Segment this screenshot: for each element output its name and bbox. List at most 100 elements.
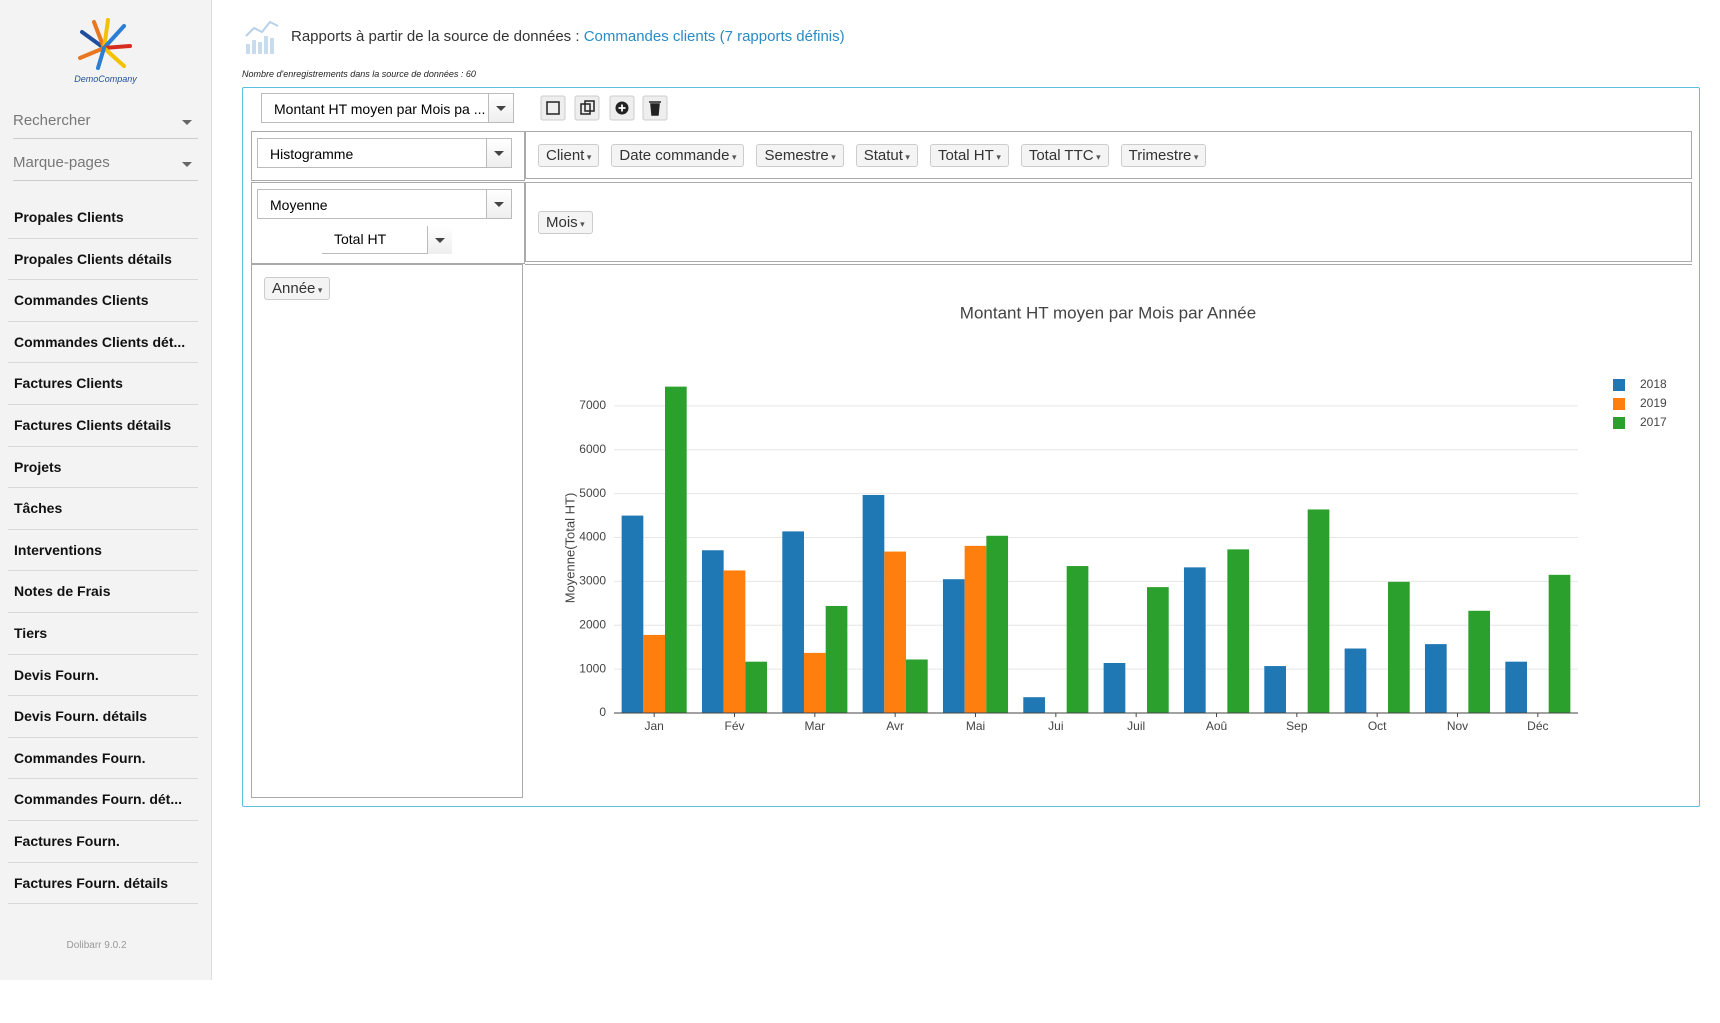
bar bbox=[1066, 566, 1089, 713]
bar bbox=[1388, 581, 1410, 713]
field-pill[interactable]: Trimestre bbox=[1120, 144, 1207, 167]
bookmarks-select[interactable]: Marque-pages bbox=[13, 154, 198, 181]
bar bbox=[942, 579, 965, 713]
bar bbox=[1307, 509, 1330, 713]
x-tick-label: Mai bbox=[966, 719, 985, 733]
y-tick-label: 2000 bbox=[579, 617, 606, 631]
legend-swatch bbox=[1613, 379, 1625, 391]
x-tick-label: Jan bbox=[644, 719, 663, 733]
menu-item[interactable]: Tiers bbox=[8, 613, 198, 655]
renderer-cell bbox=[251, 131, 525, 181]
menu-item[interactable]: Factures Clients bbox=[8, 363, 198, 405]
chart-cell bbox=[525, 264, 1692, 799]
menu-item[interactable]: Devis Fourn. bbox=[8, 655, 198, 697]
aggregator-select[interactable]: Moyenne bbox=[257, 189, 512, 219]
bar bbox=[723, 570, 746, 713]
bar bbox=[1103, 662, 1126, 713]
y-tick-label: 6000 bbox=[579, 442, 606, 456]
field-pill[interactable]: Client bbox=[538, 144, 600, 167]
field-pill[interactable]: Total TTC bbox=[1020, 144, 1109, 167]
bar bbox=[1548, 574, 1571, 713]
bar bbox=[906, 659, 928, 713]
unused-fields: Client Date commande Semestre Statut Total H… bbox=[525, 131, 1692, 179]
x-tick-label: Mar bbox=[804, 719, 825, 733]
bar bbox=[1468, 610, 1491, 713]
menu-item[interactable]: Tâches bbox=[8, 488, 198, 530]
field-pill[interactable]: Mois bbox=[538, 211, 593, 234]
search-select[interactable]: Rechercher bbox=[13, 112, 198, 139]
legend-swatch bbox=[1613, 417, 1625, 429]
bar bbox=[862, 494, 885, 713]
menu-item[interactable]: Factures Fourn. bbox=[8, 821, 198, 863]
chart: Montant HT moyen par Mois par Année Moye… bbox=[562, 303, 1667, 733]
bar bbox=[1023, 697, 1045, 713]
field-pill[interactable]: Semestre bbox=[756, 144, 844, 167]
bar bbox=[1505, 661, 1527, 713]
menu-item[interactable]: Commandes Fourn. bbox=[8, 738, 198, 780]
y-tick-label: 0 bbox=[599, 705, 606, 719]
report-panel bbox=[242, 87, 1700, 807]
legend-label: 2017 bbox=[1640, 415, 1667, 429]
menu-item[interactable]: Commandes Clients bbox=[8, 280, 198, 322]
menu-item[interactable]: Factures Clients détails bbox=[8, 405, 198, 447]
toolbar bbox=[540, 95, 668, 121]
company-name: DemoCompany bbox=[74, 74, 137, 84]
bar bbox=[621, 515, 644, 713]
menu: Propales Clients Propales Clients détails… bbox=[8, 197, 198, 905]
row-fields: Année bbox=[251, 264, 523, 798]
bar bbox=[1424, 644, 1447, 713]
delete-icon[interactable] bbox=[649, 101, 661, 116]
bar bbox=[665, 386, 687, 713]
legend-label: 2019 bbox=[1640, 396, 1667, 410]
chart-title: Montant HT moyen par Mois par Année bbox=[960, 303, 1256, 322]
menu-item[interactable]: Factures Fourn. détails bbox=[8, 863, 198, 905]
bar bbox=[1147, 587, 1169, 713]
x-tick-label: Sep bbox=[1286, 719, 1308, 733]
source-link[interactable]: Commandes clients (7 rapports définis) bbox=[583, 28, 845, 45]
version: Dolibarr 9.0.2 bbox=[66, 940, 127, 951]
bar bbox=[1183, 567, 1206, 713]
aggregator-field[interactable]: Total HT bbox=[322, 226, 452, 254]
bar bbox=[1227, 549, 1250, 713]
menu-item[interactable]: Commandes Clients dét... bbox=[8, 322, 198, 364]
bar bbox=[986, 535, 1009, 713]
report-select[interactable]: Montant HT moyen par Mois pa ... bbox=[261, 93, 514, 123]
menu-item[interactable]: Interventions bbox=[8, 530, 198, 572]
bar bbox=[745, 661, 768, 713]
menu-item[interactable]: Notes de Frais bbox=[8, 571, 198, 613]
menu-item[interactable]: Propales Clients détails bbox=[8, 239, 198, 281]
bar bbox=[643, 634, 666, 713]
logo bbox=[78, 18, 132, 70]
x-tick-label: Déc bbox=[1527, 719, 1548, 733]
renderer-select[interactable]: Histogramme bbox=[257, 138, 512, 168]
menu-item[interactable]: Propales Clients bbox=[8, 197, 198, 239]
field-pill[interactable]: Date commande bbox=[611, 144, 745, 167]
record-count: Nombre d'enregistrements dans la source … bbox=[242, 69, 476, 79]
sidebar: DemoCompany Rechercher Marque-pages Prop… bbox=[0, 0, 212, 980]
menu-item[interactable]: Devis Fourn. détails bbox=[8, 696, 198, 738]
bar bbox=[701, 550, 724, 713]
field-pill[interactable]: Statut bbox=[855, 144, 918, 167]
x-tick-label: Oct bbox=[1368, 719, 1387, 733]
x-tick-label: Aoû bbox=[1206, 719, 1227, 733]
y-axis-label: Moyenne(Total HT) bbox=[562, 493, 577, 604]
bar bbox=[1264, 666, 1286, 713]
report-icon bbox=[245, 20, 279, 54]
x-tick-label: Jui bbox=[1048, 719, 1063, 733]
bar bbox=[782, 531, 804, 713]
field-pill[interactable]: Total HT bbox=[929, 144, 1009, 167]
menu-item[interactable]: Commandes Fourn. dét... bbox=[8, 779, 198, 821]
save-icon[interactable] bbox=[546, 101, 560, 115]
field-pill[interactable]: Année bbox=[264, 277, 331, 300]
menu-item[interactable]: Projets bbox=[8, 447, 198, 489]
legend-label: 2018 bbox=[1640, 377, 1667, 391]
y-tick-label: 4000 bbox=[579, 530, 606, 544]
x-tick-label: Avr bbox=[886, 719, 904, 733]
legend-swatch bbox=[1613, 398, 1625, 410]
copy-icon[interactable] bbox=[580, 100, 595, 115]
y-tick-label: 7000 bbox=[579, 398, 606, 412]
bar bbox=[884, 551, 907, 713]
y-tick-label: 1000 bbox=[579, 661, 606, 675]
x-tick-label: Juil bbox=[1127, 719, 1145, 733]
bar bbox=[1344, 648, 1367, 713]
